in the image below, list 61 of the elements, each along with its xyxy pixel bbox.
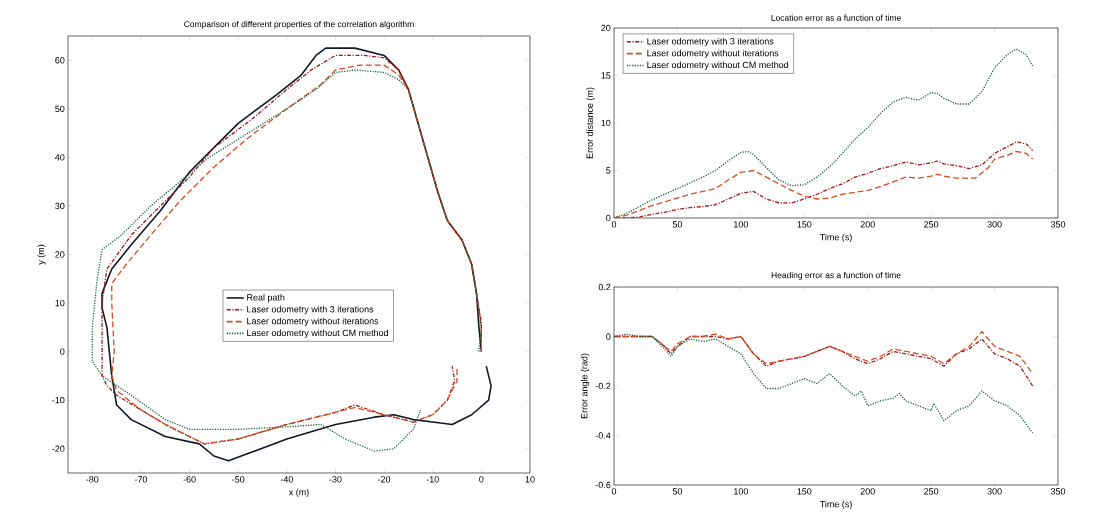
- y-tick-label: 0: [60, 348, 65, 355]
- x-tick-label: -10: [426, 476, 439, 483]
- y-tick-label: -10: [52, 396, 65, 404]
- y-tick-label: 10: [601, 119, 611, 127]
- x-tick-label: 0: [611, 488, 617, 495]
- y-tick-label: -0.4: [595, 432, 611, 439]
- chart-title: Location error as a function of time: [771, 14, 901, 21]
- y-tick-label: -0.2: [595, 382, 611, 390]
- x-tick-label: 150: [797, 488, 812, 495]
- x-tick-label: 200: [860, 488, 875, 495]
- y-tick-label: 30: [55, 202, 65, 210]
- y-tick-label: 0.2: [598, 283, 611, 291]
- x-tick-label: -80: [86, 476, 99, 483]
- legend-label: Laser odometry with 3 iterations: [247, 305, 374, 315]
- x-tick-label: -50: [232, 476, 245, 483]
- y-tick-label: 20: [601, 24, 611, 32]
- x-axis-title: x (m): [288, 488, 309, 498]
- y-tick-label: 0: [606, 333, 611, 340]
- x-tick-label: 0: [479, 476, 484, 483]
- legend-label: Real path: [247, 294, 285, 303]
- x-tick-label: 300: [987, 221, 1002, 228]
- x-tick-label: 250: [924, 221, 939, 228]
- x-tick-label: 250: [924, 488, 939, 495]
- y-axis-title: Error angle (rad): [580, 353, 590, 419]
- chart-title: Heading error as a function of time: [771, 271, 901, 280]
- y-tick-label: 15: [601, 72, 611, 79]
- y-tick-label: 0: [606, 214, 611, 222]
- y-tick-label: 40: [55, 154, 65, 161]
- y-axis-title: Error distance (m): [586, 87, 595, 159]
- x-tick-label: 300: [987, 488, 1002, 495]
- x-tick-label: 10: [525, 476, 535, 483]
- y-tick-label: 60: [55, 57, 65, 64]
- x-tick-label: 350: [1050, 221, 1066, 228]
- legend-label: Laser odometry with 3 iterations: [647, 37, 774, 47]
- x-tick-label: -60: [183, 476, 196, 483]
- y-axis-title: y (m): [37, 244, 46, 265]
- y-tick-label: -20: [52, 445, 65, 452]
- legend-label: Laser odometry without CM method: [247, 329, 388, 338]
- legend-label: Laser odometry without iterations: [247, 317, 379, 327]
- x-tick-label: -30: [329, 476, 342, 483]
- x-tick-label: -20: [378, 476, 391, 483]
- x-tick-label: 50: [672, 221, 683, 228]
- legend-label: Laser odometry without iterations: [647, 49, 779, 59]
- x-tick-label: 100: [734, 488, 748, 495]
- y-tick-label: 10: [55, 299, 65, 307]
- x-tick-label: -40: [280, 476, 293, 483]
- x-tick-label: 150: [797, 221, 812, 228]
- y-tick-label: 20: [55, 251, 65, 258]
- legend-label: Laser odometry without CM method: [647, 61, 789, 70]
- x-tick-label: 100: [734, 221, 748, 228]
- x-axis-title: Time (s): [819, 233, 852, 243]
- x-axis-title: Time (s): [819, 500, 852, 510]
- x-tick-label: 350: [1050, 488, 1066, 495]
- x-tick-label: -70: [134, 476, 148, 483]
- x-tick-label: 0: [611, 221, 617, 228]
- chart-title: Comparison of different properties of the correlation algorithm: [184, 20, 414, 29]
- y-tick-label: -0.6: [595, 481, 611, 489]
- y-tick-label: 5: [606, 167, 611, 174]
- y-tick-label: 50: [55, 105, 65, 113]
- x-tick-label: 50: [672, 488, 683, 495]
- x-tick-label: 200: [860, 221, 875, 228]
